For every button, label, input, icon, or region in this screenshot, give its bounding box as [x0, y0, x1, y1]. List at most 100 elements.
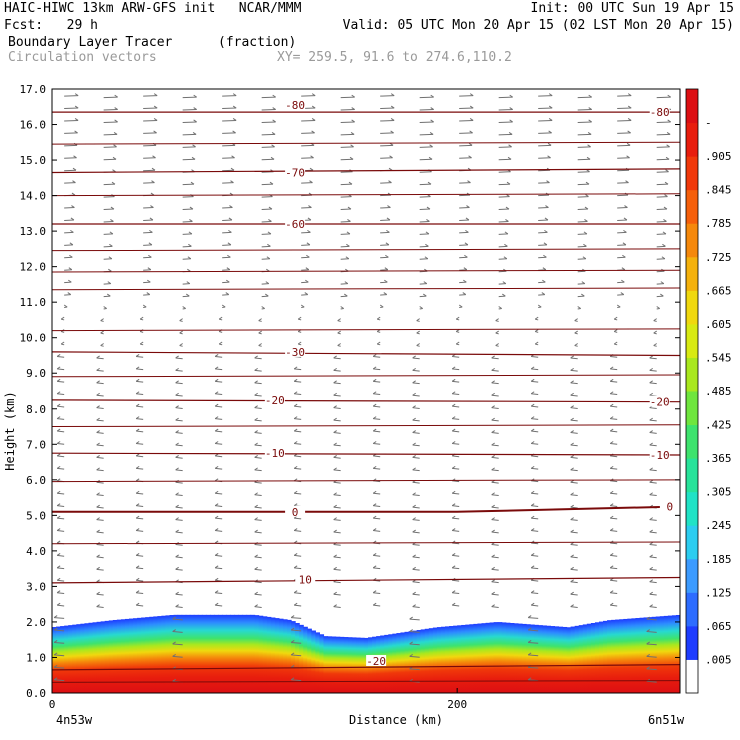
- vector-arrow-head: [172, 653, 176, 657]
- tracer-column: [161, 615, 167, 693]
- vector-arrow-head: [175, 504, 179, 508]
- vector-arrow: [294, 530, 302, 532]
- vector-arrow-head: [293, 590, 298, 594]
- x-axis-label: Distance (km): [349, 713, 443, 727]
- vector-arrow-head: [151, 167, 156, 171]
- vector-arrow-head: [152, 155, 156, 159]
- vector-arrow: [419, 133, 434, 136]
- tracer-column: [477, 623, 483, 693]
- tracer-column: [619, 619, 624, 693]
- tracer-column: [598, 621, 604, 693]
- vector-arrow-head: [385, 242, 390, 246]
- vector-arrow: [172, 631, 183, 633]
- vector-arrow: [333, 382, 341, 385]
- vector-arrow: [409, 655, 420, 658]
- vector-arrow-head: [609, 416, 614, 420]
- vector-arrow-head: [135, 453, 140, 457]
- vector-arrow-head: [96, 604, 100, 608]
- vector-arrow-head: [53, 664, 58, 668]
- vector-arrow-head: [254, 430, 258, 433]
- vector-arrow: [254, 568, 262, 571]
- tracer-column: [278, 618, 284, 693]
- vector-arrow: [498, 133, 513, 136]
- vector-arrow-head: [530, 378, 535, 382]
- contour-label-bg: [659, 500, 680, 512]
- vector-arrow: [498, 96, 513, 99]
- vector-arrow-head: [649, 529, 653, 533]
- vector-arrow: [491, 357, 499, 360]
- vector-arrow: [570, 407, 578, 409]
- vector-arrow: [452, 455, 460, 458]
- vector-arrow: [96, 419, 104, 422]
- vector-arrow-head: [491, 492, 495, 496]
- vector-arrow: [57, 455, 65, 458]
- vector-arrow: [498, 109, 513, 111]
- vector-arrow-head: [254, 467, 258, 471]
- tracer-column: [116, 619, 122, 693]
- vector-arrow-head: [649, 492, 653, 496]
- vector-arrow-head: [333, 405, 337, 409]
- vector-arrow-head: [71, 205, 75, 208]
- vector-arrow: [409, 618, 420, 621]
- vector-arrow-head: [463, 267, 468, 271]
- vector-arrow-head: [653, 330, 657, 334]
- vector-arrow: [291, 629, 302, 632]
- vector-arrow-head: [96, 566, 100, 570]
- vector-arrow: [291, 617, 302, 619]
- temperature-contour-minor: [52, 680, 680, 683]
- tracer-column: [465, 624, 470, 693]
- vector-arrow-head: [548, 130, 552, 134]
- vector-arrow: [215, 467, 223, 470]
- vector-arrow-head: [376, 316, 381, 320]
- contour-label-bg: [366, 655, 387, 667]
- vector-arrow: [143, 107, 158, 110]
- vector-arrow: [531, 418, 539, 420]
- vector-arrow: [64, 107, 79, 110]
- tracer-column: [639, 617, 645, 693]
- tracer-column: [590, 623, 596, 693]
- tracer-column: [315, 632, 321, 693]
- vector-arrow: [498, 171, 511, 173]
- vector-arrow: [294, 517, 302, 520]
- tracer-column: [108, 620, 114, 693]
- vector-arrow: [96, 394, 104, 397]
- vector-arrow-head: [268, 206, 273, 210]
- vector-arrow-head: [56, 602, 61, 606]
- vector-arrow: [577, 146, 591, 148]
- vector-arrow: [103, 208, 114, 211]
- vector-arrow-head: [451, 565, 456, 569]
- vector-arrow-head: [333, 604, 337, 608]
- vector-arrow: [96, 407, 104, 409]
- vector-arrow-head: [135, 590, 140, 594]
- vector-arrow-head: [491, 566, 495, 570]
- vector-arrow-head: [534, 316, 539, 320]
- colorbar-segment: [686, 156, 698, 191]
- vector-arrow-head: [103, 306, 107, 309]
- vector-arrow-head: [297, 341, 302, 345]
- vector-arrow: [528, 654, 539, 657]
- vector-arrow-head: [172, 641, 176, 645]
- vector-arrow-head: [348, 181, 353, 185]
- vector-arrow: [175, 481, 183, 484]
- vector-arrow: [649, 543, 657, 546]
- tracer-column: [416, 630, 422, 693]
- vector-arrow-head: [530, 490, 535, 494]
- tracer-column: [578, 625, 584, 693]
- vector-arrow-head: [385, 254, 389, 258]
- vector-arrow-head: [175, 492, 179, 496]
- vector-arrow-head: [409, 641, 413, 645]
- vector-arrow-head: [56, 540, 61, 544]
- vector-arrow: [301, 182, 313, 184]
- vector-arrow-head: [135, 528, 140, 531]
- vector-arrow-head: [268, 219, 272, 222]
- vector-arrow-head: [495, 318, 499, 322]
- vector-arrow-head: [623, 229, 627, 233]
- vector-arrow: [617, 294, 624, 296]
- vector-arrow: [577, 295, 585, 298]
- tracer-column: [469, 624, 474, 693]
- vector-arrow: [649, 568, 657, 571]
- vector-name: Circulation vectors: [8, 50, 157, 65]
- vector-arrow-head: [465, 229, 469, 233]
- contour-label: 0: [667, 500, 674, 513]
- vector-arrow: [182, 146, 196, 148]
